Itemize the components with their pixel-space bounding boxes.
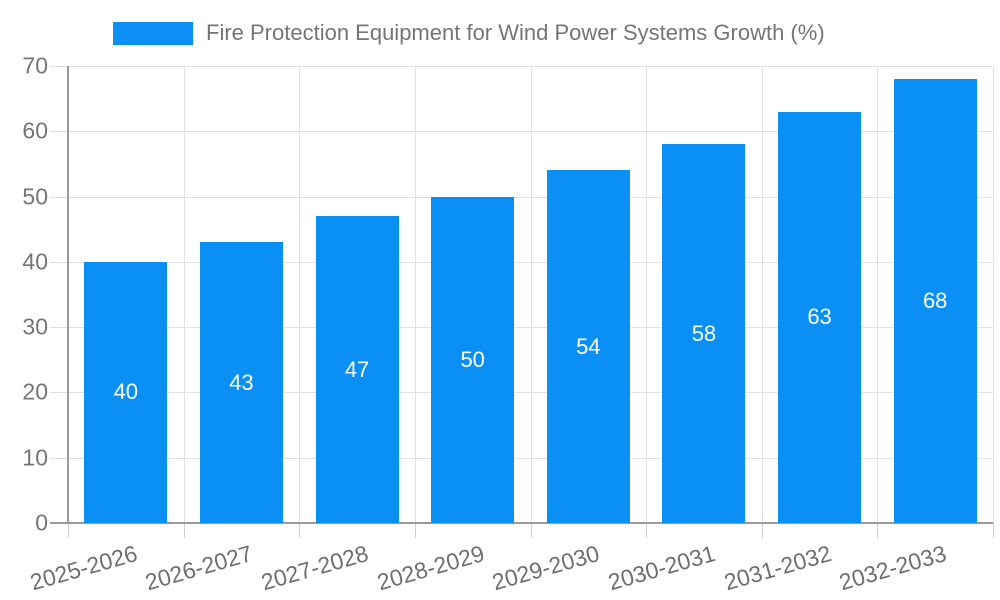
bar-value-label: 68 <box>922 288 948 314</box>
y-tick-label: 10 <box>22 444 48 471</box>
gridline-vertical <box>877 66 879 523</box>
x-axis-line <box>50 522 993 524</box>
y-axis-tick <box>50 66 68 67</box>
bar[interactable]: 54 <box>546 170 630 523</box>
bar[interactable]: 50 <box>431 196 515 523</box>
x-tick-label: 2025-2026 <box>27 540 140 596</box>
y-tick-label: 40 <box>22 248 48 275</box>
plot-area: 0 10 20 30 40 50 60 70 40 43 47 50 54 58 63 68 <box>22 53 994 538</box>
x-axis-tick <box>414 523 416 538</box>
x-axis-tick <box>530 523 532 538</box>
gridline-vertical <box>993 66 994 523</box>
y-axis-tick <box>50 261 68 263</box>
y-tick-label: 30 <box>22 313 48 340</box>
x-axis-tick <box>761 523 763 538</box>
x-tick-label: 2027-2028 <box>258 540 372 596</box>
bar-value-label: 54 <box>576 333 601 359</box>
y-tick-label: 70 <box>22 52 48 79</box>
bar-value-label: 63 <box>807 304 832 330</box>
x-axis-tick <box>646 523 648 538</box>
legend-label: Fire Protection Equipment for Wind Power… <box>206 20 825 45</box>
y-tick-label: 20 <box>22 378 48 405</box>
legend-item[interactable]: Fire Protection Equipment for Wind Power… <box>113 20 825 46</box>
x-axis-tick <box>299 523 301 538</box>
x-axis-tick <box>877 523 879 538</box>
gridline-vertical <box>183 66 185 523</box>
bar-value-label: 50 <box>460 346 485 372</box>
gridline-vertical <box>761 66 763 523</box>
y-axis-tick <box>50 392 68 394</box>
y-axis-tick <box>50 327 68 329</box>
x-tick-label: 2028-2029 <box>373 540 487 596</box>
bar[interactable]: 47 <box>315 216 399 523</box>
y-axis-tick <box>50 196 68 198</box>
bar-value-label: 40 <box>113 379 139 405</box>
bar[interactable]: 58 <box>662 144 746 523</box>
x-axis-tick <box>68 523 69 538</box>
y-tick-label: 60 <box>22 117 48 144</box>
x-axis-tick <box>183 523 185 538</box>
gridline-vertical <box>646 66 648 523</box>
gridline-vertical <box>414 66 416 523</box>
x-tick-label: 2031-2032 <box>720 540 834 596</box>
bar[interactable]: 43 <box>199 242 283 523</box>
legend-swatch <box>113 21 193 45</box>
bar-value-label: 47 <box>344 356 370 382</box>
bar-value-label: 58 <box>691 320 717 346</box>
x-tick-label: 2026-2027 <box>142 540 256 596</box>
bar-value-label: 43 <box>229 369 254 395</box>
y-tick-label: 0 <box>35 509 48 536</box>
gridline-vertical <box>530 66 532 523</box>
y-tick-label: 50 <box>22 183 48 210</box>
y-axis-tick <box>50 457 68 459</box>
bar[interactable]: 68 <box>893 79 977 523</box>
bar[interactable]: 40 <box>84 261 168 523</box>
gridline-vertical <box>299 66 301 523</box>
bar[interactable]: 63 <box>778 111 862 523</box>
x-tick-label: 2032-2033 <box>836 540 950 596</box>
x-tick-label: 2030-2031 <box>605 540 719 596</box>
y-axis-tick <box>50 131 68 133</box>
x-tick-label: 2029-2030 <box>489 540 603 596</box>
y-axis-line <box>67 66 69 523</box>
x-axis-tick <box>993 523 994 538</box>
